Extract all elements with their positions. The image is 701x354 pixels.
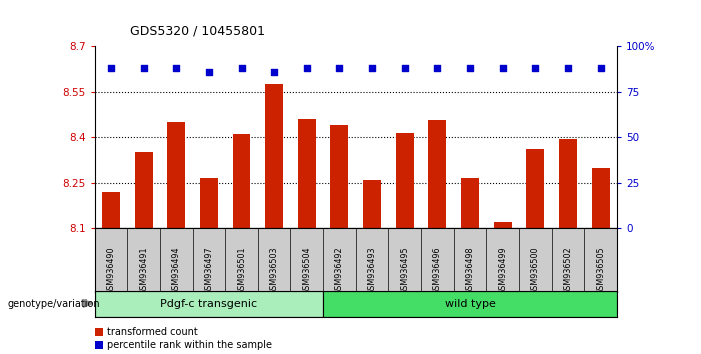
Point [432, 65, 443, 71]
Point [530, 65, 541, 71]
Bar [102, 192, 120, 228]
Point [334, 65, 345, 71]
Text: GDS5320 / 10455801: GDS5320 / 10455801 [130, 25, 265, 38]
Bar [233, 134, 250, 228]
Bar [298, 119, 315, 228]
Point [105, 65, 116, 71]
Text: transformed count: transformed count [107, 327, 198, 337]
Bar [461, 178, 479, 228]
Bar [168, 122, 185, 228]
Bar [200, 178, 218, 228]
Bar [494, 222, 512, 228]
Point [562, 65, 573, 71]
Polygon shape [83, 299, 93, 307]
Text: Pdgf-c transgenic: Pdgf-c transgenic [161, 299, 257, 309]
Point [367, 65, 378, 71]
Point [170, 65, 182, 71]
Bar [323, 291, 617, 317]
Bar [592, 167, 610, 228]
Bar [363, 180, 381, 228]
Point [399, 65, 410, 71]
Bar [559, 139, 577, 228]
Text: genotype/variation: genotype/variation [7, 299, 100, 309]
Point [203, 69, 215, 74]
Bar [396, 133, 414, 228]
Point [301, 65, 313, 71]
Point [138, 65, 149, 71]
Bar [428, 120, 447, 228]
Text: wild type: wild type [444, 299, 496, 309]
Text: percentile rank within the sample: percentile rank within the sample [107, 340, 272, 350]
Bar [95, 291, 323, 317]
Bar [265, 84, 283, 228]
Point [464, 65, 475, 71]
Point [236, 65, 247, 71]
Bar [135, 152, 153, 228]
Point [595, 65, 606, 71]
Bar [526, 149, 544, 228]
Bar [330, 125, 348, 228]
Point [268, 69, 280, 74]
Point [497, 65, 508, 71]
